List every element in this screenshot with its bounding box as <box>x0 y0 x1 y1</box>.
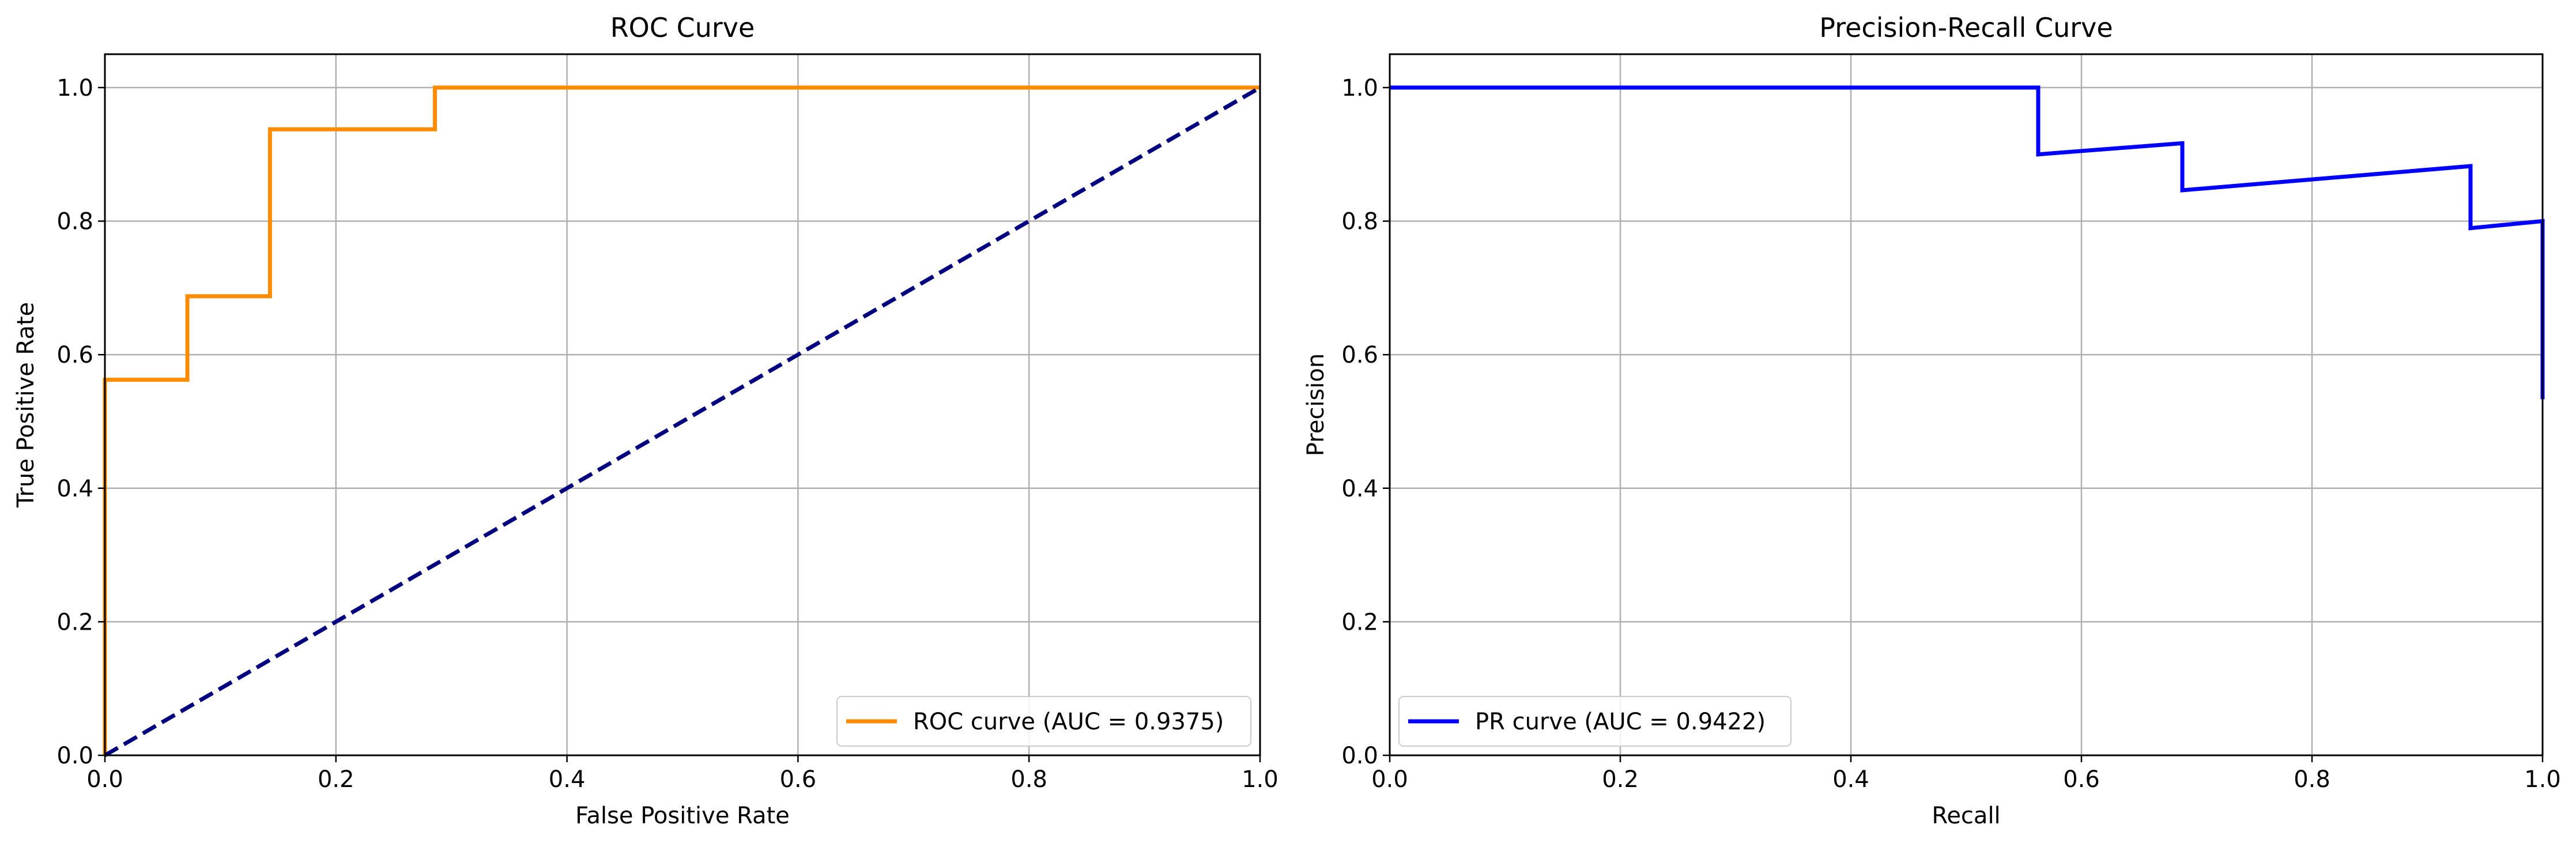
pr-ytick-label: 0.2 <box>1341 609 1378 635</box>
roc-ytick-label: 0.6 <box>56 342 93 368</box>
pr-ytick-label: 0.4 <box>1341 476 1378 502</box>
pr-xtick-label: 0.6 <box>2063 766 2100 793</box>
pr-panel: Precision-Recall Curve 0.0 0.2 0.4 0.6 0.8 1.… <box>1303 12 2561 829</box>
pr-xtick-label: 0.0 <box>1371 766 1408 793</box>
roc-xtick-label: 0.0 <box>86 766 123 793</box>
pr-xtick-label: 1.0 <box>2524 766 2561 793</box>
pr-xtick-label: 0.8 <box>2294 766 2330 793</box>
roc-curve-line <box>103 85 1260 755</box>
pr-ylabel: Precision <box>1303 353 1329 456</box>
roc-series-group <box>103 85 1261 758</box>
roc-title: ROC Curve <box>610 12 755 43</box>
roc-ytick-label: 0.4 <box>56 476 93 502</box>
pr-xlabel: Recall <box>1932 803 2000 829</box>
roc-xlabel: False Positive Rate <box>575 803 790 829</box>
roc-ytick-label: 0.8 <box>56 209 93 235</box>
pr-ytick-label: 0.6 <box>1341 342 1378 368</box>
pr-ticks: 0.0 0.2 0.4 0.6 0.8 1.0 0.0 0.2 0.4 0.6 0.8 1.0 <box>1341 75 2560 793</box>
roc-legend-box <box>836 696 1251 747</box>
roc-xtick-label: 0.2 <box>318 766 354 793</box>
roc-panel: ROC Curve 0.0 0.2 0.4 0.6 0.8 1.0 0.0 0.2 0.4 0.6… <box>13 12 1278 829</box>
pr-legend: PR curve (AUC = 0.9422) <box>1398 696 1791 747</box>
pr-title: Precision-Recall Curve <box>1819 12 2113 43</box>
roc-xtick-label: 1.0 <box>1242 766 1278 793</box>
pr-axes-frame <box>1389 53 2544 756</box>
roc-ytick-label: 0.0 <box>56 743 93 769</box>
roc-xtick-label: 0.4 <box>549 766 586 793</box>
pr-series-group <box>1390 85 2545 400</box>
pr-xtick-label: 0.2 <box>1602 766 1639 793</box>
pr-legend-box <box>1398 696 1791 747</box>
roc-xtick-label: 0.6 <box>780 766 817 793</box>
roc-axes-frame <box>104 53 1261 756</box>
roc-diagonal-reference-line <box>104 85 1261 758</box>
roc-legend-label: ROC curve (AUC = 0.9375) <box>913 709 1224 735</box>
roc-ytick-label: 1.0 <box>56 75 93 101</box>
pr-legend-label: PR curve (AUC = 0.9422) <box>1475 709 1766 735</box>
roc-xtick-label: 0.8 <box>1010 766 1047 793</box>
pr-ytick-label: 0.8 <box>1341 209 1378 235</box>
roc-ytick-label: 0.2 <box>56 609 93 635</box>
roc-ticks: 0.0 0.2 0.4 0.6 0.8 1.0 0.0 0.2 0.4 0.6 0.8 1.0 <box>56 75 1278 793</box>
pr-ytick-label: 1.0 <box>1341 75 1378 101</box>
pr-xtick-label: 0.4 <box>1832 766 1869 793</box>
pr-ytick-label: 0.0 <box>1341 743 1378 769</box>
roc-legend: ROC curve (AUC = 0.9375) <box>836 696 1251 747</box>
roc-ylabel: True Positive Rate <box>13 302 39 508</box>
pr-curve-line <box>1390 85 2545 400</box>
